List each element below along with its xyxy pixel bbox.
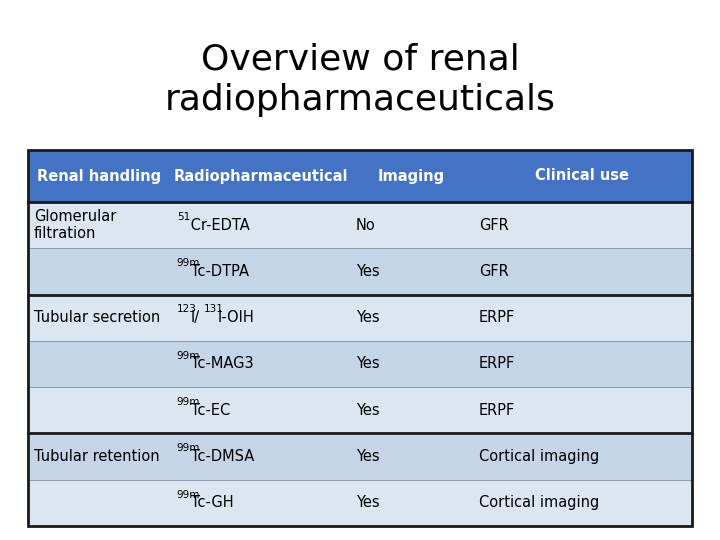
Bar — [28, 150, 692, 202]
Text: Yes: Yes — [356, 264, 379, 279]
Text: ERPF: ERPF — [479, 356, 515, 372]
Text: 99m: 99m — [177, 490, 200, 500]
Text: Tc-GH: Tc-GH — [191, 495, 233, 510]
Text: Cortical imaging: Cortical imaging — [479, 495, 599, 510]
Text: Tubular secretion: Tubular secretion — [34, 310, 161, 325]
Text: Tc-MAG3: Tc-MAG3 — [191, 356, 253, 372]
Text: 99m: 99m — [177, 443, 200, 453]
Text: Tubular retention: Tubular retention — [34, 449, 160, 464]
Bar — [28, 150, 692, 526]
Text: Renal handling: Renal handling — [37, 168, 161, 184]
Text: Clinical use: Clinical use — [536, 168, 629, 184]
Text: No: No — [356, 218, 376, 233]
Text: Radiopharmaceutical: Radiopharmaceutical — [173, 168, 348, 184]
Text: I/: I/ — [191, 310, 200, 325]
Bar — [28, 341, 692, 387]
Text: Cr-EDTA: Cr-EDTA — [186, 218, 250, 233]
Text: Yes: Yes — [356, 449, 379, 464]
Text: Tc-DMSA: Tc-DMSA — [191, 449, 254, 464]
Text: 123: 123 — [177, 305, 197, 314]
Bar — [28, 480, 692, 526]
Text: Yes: Yes — [356, 356, 379, 372]
Text: Cortical imaging: Cortical imaging — [479, 449, 599, 464]
Text: Tc-DTPA: Tc-DTPA — [191, 264, 248, 279]
Text: I-OIH: I-OIH — [217, 310, 254, 325]
Text: 99m: 99m — [177, 397, 200, 407]
Bar — [28, 387, 692, 434]
Text: Yes: Yes — [356, 310, 379, 325]
Text: 51: 51 — [177, 212, 190, 222]
Text: Yes: Yes — [356, 495, 379, 510]
Bar — [28, 434, 692, 480]
Text: Tc-EC: Tc-EC — [191, 403, 230, 418]
Text: 131: 131 — [204, 305, 224, 314]
Text: GFR: GFR — [479, 218, 508, 233]
Bar — [28, 202, 692, 248]
Text: Yes: Yes — [356, 403, 379, 418]
Bar — [28, 295, 692, 341]
Text: ERPF: ERPF — [479, 403, 515, 418]
Text: Glomerular
filtration: Glomerular filtration — [34, 209, 117, 241]
Text: 99m: 99m — [177, 350, 200, 361]
Text: GFR: GFR — [479, 264, 508, 279]
Bar — [28, 248, 692, 295]
Text: Imaging: Imaging — [378, 168, 445, 184]
Text: Overview of renal
radiopharmaceuticals: Overview of renal radiopharmaceuticals — [165, 43, 555, 117]
Text: ERPF: ERPF — [479, 310, 515, 325]
Text: 99m: 99m — [177, 258, 200, 268]
